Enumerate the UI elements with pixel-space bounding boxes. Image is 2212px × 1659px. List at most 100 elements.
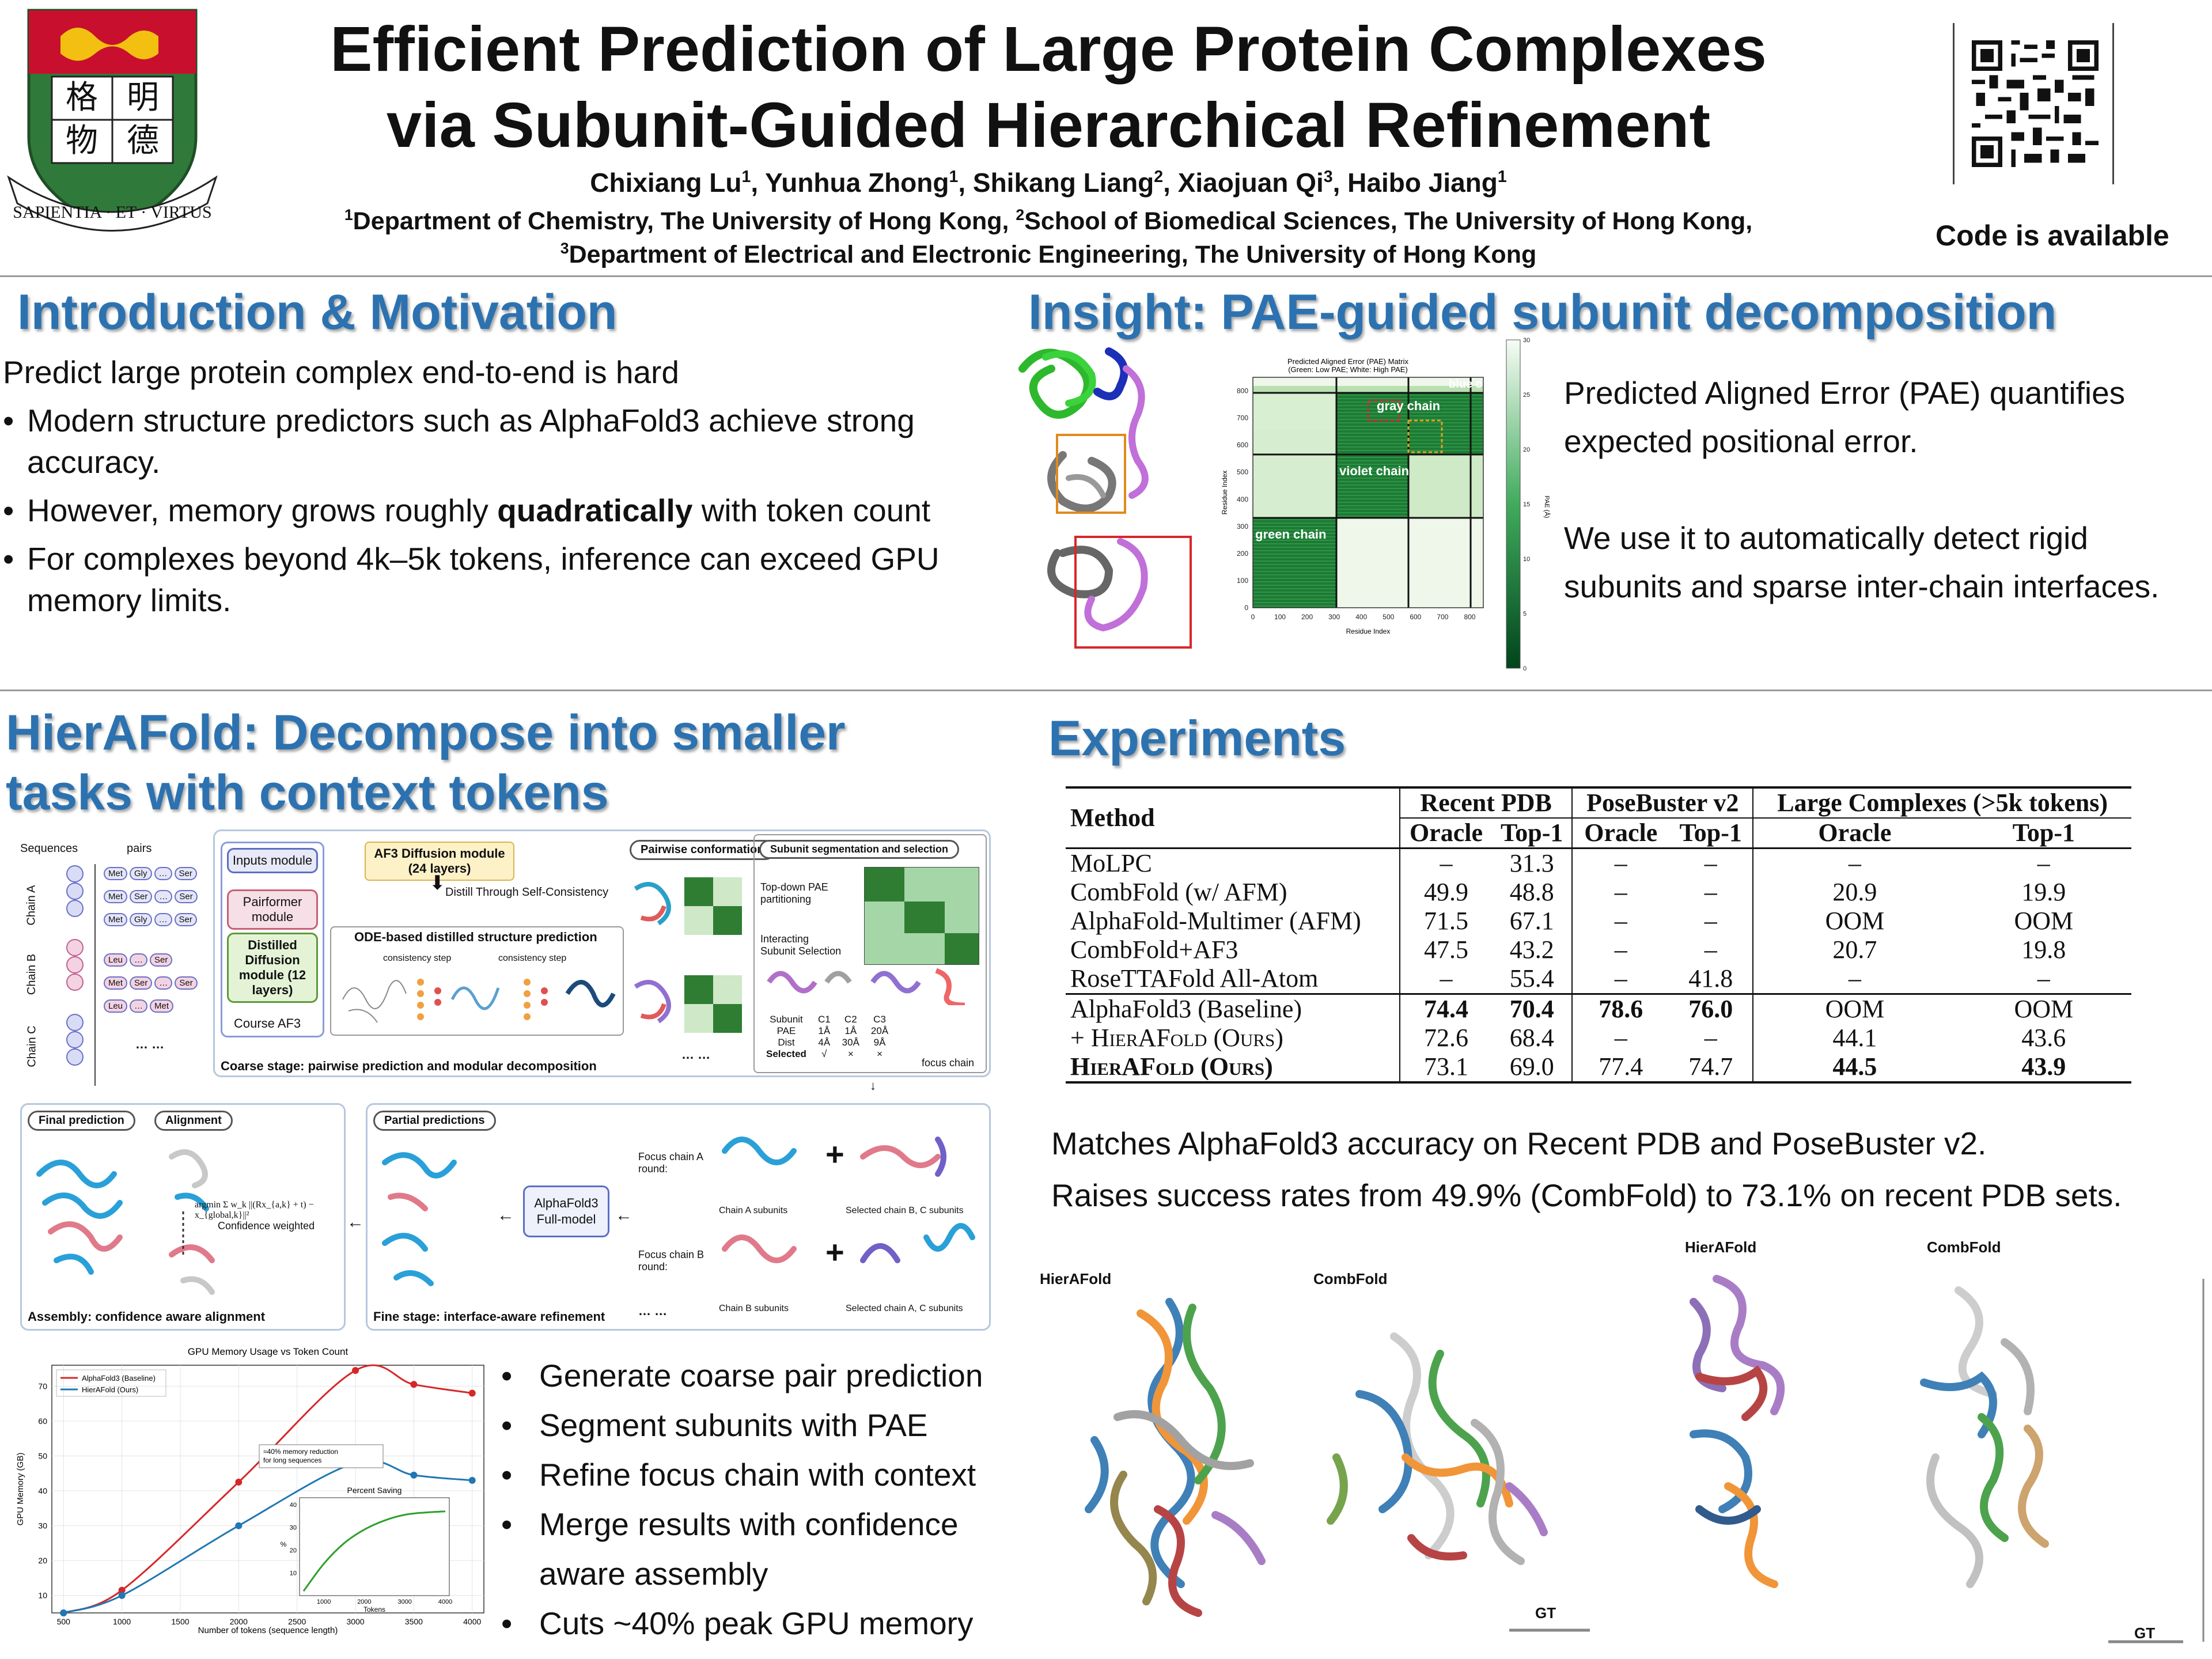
msa-token: …: [130, 953, 148, 967]
author: Xiaojuan Qi: [1177, 168, 1324, 198]
step-item: Refine focus chain with context: [501, 1450, 1048, 1499]
inset-y-tick: 40: [290, 1502, 297, 1509]
subunit-cell: C3: [873, 1014, 886, 1025]
insight-paragraph: We use it to automatically detect rigid …: [1564, 520, 2160, 604]
intro-bullet: For complexes beyond 4k–5k tokens, infer…: [3, 538, 971, 621]
value-cell: OOM: [1956, 993, 2131, 1024]
ode-box: ODE-based distilled structure prediction…: [330, 926, 624, 1036]
subunit-cell: PAE: [777, 1025, 796, 1036]
step-item: Segment subunits with PAE: [501, 1400, 1048, 1450]
inset-x-tick: 2000: [357, 1599, 371, 1605]
partial-prediction-graphic: [382, 1152, 457, 1286]
logo-char: 明: [127, 79, 159, 115]
arrow-left-icon: ←: [615, 1206, 632, 1225]
consistency-label: consistency step: [383, 953, 452, 963]
logo-char: 德: [127, 122, 159, 158]
subheader: Top-1: [1492, 818, 1573, 849]
pae-ytick: 400: [1237, 495, 1248, 503]
x-tick-label: 1000: [113, 1617, 131, 1626]
subunit-cell: 20Å: [870, 1025, 889, 1036]
pairs-ellipsis: … …: [135, 1037, 165, 1051]
experiments-line: Matches AlphaFold3 accuracy on Recent PD…: [1051, 1126, 1987, 1161]
author-affil: 1: [741, 167, 751, 186]
y-tick-label: 70: [38, 1381, 47, 1391]
group-header: Recent PDB: [1399, 786, 1573, 819]
colorbar-tick: 15: [1523, 501, 1530, 508]
protein-structure-image: [1011, 334, 1201, 657]
sequence-beads: [66, 864, 96, 1086]
value-cell: –: [1571, 964, 1669, 994]
pairwise-conformation-graphic: [634, 877, 742, 1033]
step-item: Cuts ~40% peak GPU memory: [501, 1599, 1048, 1648]
affiliation: School of Biomedical Sciences, The Unive…: [1024, 207, 1753, 235]
pae-xtick: 600: [1410, 613, 1421, 621]
msa-token: …: [154, 890, 173, 903]
alignment-label: Alignment: [154, 1111, 233, 1131]
inset-series-line: [302, 1510, 446, 1592]
pae-xtick: 700: [1437, 613, 1448, 621]
subunit-table: Subunit C1 C2 C3 PAE 1Å 1Å 20Å Dist 4Å 30Å 9Å Select…: [760, 1014, 894, 1060]
topdown-label: Top-down PAE partitioning: [760, 881, 828, 905]
msa-token: Ser: [175, 976, 198, 990]
value-cell: –: [1571, 878, 1669, 907]
value-cell: OOM: [1752, 993, 1956, 1024]
subunit-cell: ×: [847, 1048, 854, 1059]
af3-diffusion-box: AF3 Diffusion module (24 layers): [365, 842, 514, 881]
assembly-caption: Assembly: confidence aware alignment: [28, 1309, 266, 1324]
value-cell: –: [1752, 848, 1956, 878]
value-cell: 44.5: [1752, 1052, 1956, 1084]
value-cell: 19.8: [2021, 935, 2066, 964]
value-cell: OOM: [1752, 907, 1956, 935]
value-cell: OOM: [2014, 907, 2074, 935]
method-cell: AlphaFold3 (Baseline): [1066, 993, 1400, 1024]
pae-partition-graphic: [864, 867, 979, 965]
pae-ytick: 600: [1237, 441, 1248, 449]
pae-title: Predicted Aligned Error (PAE) Matrix: [1287, 357, 1408, 366]
table-row: RoseTTAFold All-Atom –55.4–41.8– –: [1066, 964, 2131, 994]
af3-full-model-box: AlphaFold3 Full-model: [523, 1185, 609, 1237]
final-prediction-label: Final prediction: [28, 1111, 135, 1131]
interacting-label: Interacting Subunit Selection: [760, 933, 842, 957]
value-cell: –: [1704, 878, 1717, 906]
coarse-stage-caption: Coarse stage: pairwise prediction and mo…: [221, 1059, 597, 1073]
chain-label-blue: blue chain: [1449, 378, 1506, 391]
inset-y-tick: 10: [290, 1570, 297, 1577]
method-steps: Generate coarse pair prediction Segment …: [501, 1351, 1048, 1648]
value-cell: 71.5: [1399, 907, 1493, 935]
qr-code[interactable]: [1953, 23, 2114, 184]
msa-row: Met Ser… Ser: [104, 890, 200, 903]
af3-stack: Inputs module Pairformer module Distille…: [221, 842, 324, 1037]
subheader: Oracle: [1752, 818, 1956, 849]
insight-paragraph: Predicted Aligned Error (PAE) quantifies…: [1564, 375, 2126, 459]
table-row: AlphaFold-Multimer (AFM) 71.5 67.1– – OOM OOM: [1066, 907, 2131, 935]
y-tick-label: 30: [38, 1521, 47, 1531]
value-cell: –: [1752, 964, 1956, 994]
msa-token: Met: [104, 867, 128, 880]
course-af3-label: Course AF3: [234, 1016, 301, 1031]
affiliations: 1Department of Chemistry, The University…: [0, 204, 2097, 271]
subunit-cell: C1: [817, 1014, 831, 1025]
subunit-cell: 30Å: [842, 1037, 859, 1048]
value-cell: 76.0: [1669, 993, 1753, 1024]
fig-label-gt: GT: [1535, 1604, 1556, 1622]
colorbar-tick: 5: [1523, 611, 1527, 618]
university-logo: 格 明 物 德 SAPIENTIA · ET · VIRTUS: [6, 5, 219, 241]
fig-label-gt: GT: [2134, 1624, 2156, 1642]
colorbar-tick: 20: [1523, 446, 1530, 453]
title-line-1: Efficient Prediction of Large Protein Co…: [330, 14, 1767, 85]
colorbar-tick: 0: [1523, 665, 1527, 672]
subunit-seg-box: Subunit segmentation and selection Top-d…: [753, 834, 987, 1073]
msa-token: Ser: [174, 867, 197, 880]
step-item: Merge results with confidence aware asse…: [501, 1499, 1048, 1599]
pairwise-conf-pill: Pairwise conformation: [630, 840, 775, 860]
pae-ytick: 200: [1237, 550, 1248, 558]
pae-xtick: 200: [1301, 613, 1313, 621]
experiments-line: Raises success rates from 49.9% (CombFol…: [1051, 1177, 2122, 1213]
data-point: [118, 1592, 126, 1599]
value-cell: –: [1704, 935, 1717, 964]
value-cell: 47.5: [1399, 935, 1493, 964]
chain-a-label: Chain A: [25, 885, 38, 926]
legend-box: [56, 1369, 166, 1397]
subunit-cell: 4Å: [818, 1037, 831, 1048]
method-cell: + HierAFold (Ours): [1070, 1024, 1283, 1052]
